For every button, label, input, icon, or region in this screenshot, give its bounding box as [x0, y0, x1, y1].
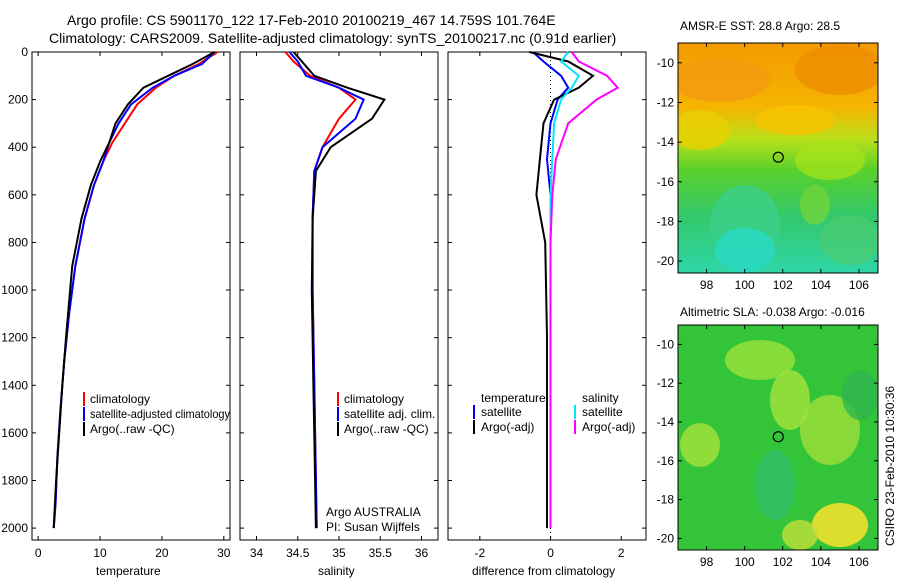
- y-tick-label: 400: [8, 140, 28, 154]
- x-tick-label: 0: [547, 546, 554, 560]
- legend-climatology: climatology: [344, 392, 404, 406]
- argo-position-marker: [772, 431, 784, 443]
- sla-map-frame: [677, 324, 879, 551]
- legend-temp-satellite: satellite: [481, 405, 522, 419]
- salinity-legend: climatology satellite adj. clim. Argo(..…: [337, 392, 435, 436]
- lat-tick-label: -18: [657, 214, 675, 228]
- lat-tick-label: -20: [657, 531, 675, 545]
- series-line: [549, 51, 581, 529]
- lon-tick-label: 106: [849, 278, 869, 292]
- sst-map-image: [678, 43, 878, 273]
- lat-tick-label: -12: [657, 95, 675, 109]
- y-tick-label: 800: [8, 235, 28, 249]
- lat-tick-label: -10: [657, 337, 675, 351]
- x-tick-label: 30: [217, 546, 231, 560]
- y-tick-label: 1200: [1, 331, 28, 345]
- lat-tick-label: -14: [657, 415, 675, 429]
- lat-tick-label: -16: [657, 454, 675, 468]
- salinity-panel: [239, 51, 439, 541]
- header-line1: Argo profile: CS 5901170_122 17-Feb-2010…: [67, 12, 556, 28]
- y-tick-label: 1400: [1, 378, 28, 392]
- x-tick-label: 35: [332, 546, 346, 560]
- x-tick-label: 34.5: [286, 546, 310, 560]
- legend-satellite-adj: satellite adj. clim.: [344, 407, 435, 421]
- legend-argo: Argo(..raw -QC): [344, 422, 429, 436]
- legend-climatology: climatology: [90, 392, 150, 406]
- csiro-stamp: CSIRO 23-Feb-2010 10:30:36: [883, 386, 897, 546]
- argo-pi-note: PI: Susan Wijffels: [326, 520, 420, 534]
- legend-satellite-adjusted: satellite-adjusted climatology: [90, 407, 230, 421]
- series-line: [288, 51, 365, 529]
- x-tick-label: 2: [618, 546, 625, 560]
- series-line: [529, 51, 595, 529]
- lon-tick-label: 106: [849, 555, 869, 569]
- legend-sal-argo: Argo(-adj): [582, 420, 635, 434]
- header-line2: Climatology: CARS2009. Satellite-adjuste…: [49, 30, 616, 46]
- series-line: [292, 51, 386, 529]
- legend-temp-argo: Argo(-adj): [481, 420, 534, 434]
- x-tick-label: 10: [93, 546, 107, 560]
- difference-xlabel: difference from climatology: [472, 564, 615, 578]
- series-line: [52, 51, 219, 529]
- sst-title: AMSR-E SST: 28.8 Argo: 28.5: [680, 19, 840, 33]
- sst-map-frame: [677, 42, 879, 274]
- lat-tick-label: -14: [657, 135, 675, 149]
- sst-axes: -10 -12 -14 -16 -18 -20 98 100 102 104 106: [657, 43, 878, 292]
- legend-salinity-title: salinity: [582, 391, 619, 405]
- temperature-chart: 0 200 400 600 800 1000 1200 1400 1600 1800 2000 0 10…: [1, 45, 231, 560]
- lat-tick-label: -18: [657, 493, 675, 507]
- y-tick-label: 1800: [1, 473, 28, 487]
- series-line: [52, 51, 215, 529]
- x-tick-label: 35.5: [369, 546, 393, 560]
- x-tick-label: 34: [250, 546, 264, 560]
- series-line: [52, 51, 216, 529]
- x-tick-label: 0: [35, 546, 42, 560]
- sla-map-image: [678, 325, 878, 550]
- y-tick-label: 1600: [1, 426, 28, 440]
- temperature-panel: [31, 51, 231, 541]
- y-tick-label: 600: [8, 188, 28, 202]
- lon-tick-label: 100: [735, 278, 755, 292]
- lon-tick-label: 102: [773, 555, 793, 569]
- difference-panel: [447, 51, 647, 541]
- difference-legend: temperature satellite Argo(-adj) salinit…: [473, 391, 635, 434]
- series-line: [284, 51, 357, 529]
- lon-tick-label: 98: [700, 555, 714, 569]
- salinity-chart: 34 34.5 35 35.5 36: [240, 51, 438, 560]
- lat-tick-label: -20: [657, 254, 675, 268]
- lat-tick-label: -12: [657, 376, 675, 390]
- legend-temperature-title: temperature: [481, 391, 546, 405]
- lon-tick-label: 98: [700, 278, 714, 292]
- series-line: [549, 51, 620, 529]
- sla-axes: -10 -12 -14 -16 -18 -20 98 100 102 104 106: [657, 325, 878, 569]
- x-tick-label: 20: [155, 546, 169, 560]
- lon-tick-label: 102: [773, 278, 793, 292]
- y-tick-label: 1000: [1, 283, 28, 297]
- temperature-xlabel: temperature: [96, 564, 161, 578]
- salinity-xlabel: salinity: [318, 564, 355, 578]
- lat-tick-label: -16: [657, 175, 675, 189]
- lon-tick-label: 104: [811, 278, 831, 292]
- y-tick-label: 0: [21, 45, 28, 59]
- lon-tick-label: 100: [735, 555, 755, 569]
- difference-chart: -2 0 2: [448, 51, 646, 560]
- argo-position-marker: [772, 151, 784, 163]
- sla-title: Altimetric SLA: -0.038 Argo: -0.016: [680, 305, 865, 319]
- lat-tick-label: -10: [657, 56, 675, 70]
- argo-country-note: Argo AUSTRALIA: [326, 505, 421, 519]
- x-tick-label: -2: [474, 546, 485, 560]
- lon-tick-label: 104: [811, 555, 831, 569]
- legend-sal-satellite: satellite: [582, 405, 623, 419]
- temperature-legend: climatology satellite-adjusted climatolo…: [83, 392, 230, 436]
- y-tick-label: 2000: [1, 521, 28, 535]
- x-tick-label: 36: [415, 546, 429, 560]
- legend-argo: Argo(..raw -QC): [90, 422, 175, 436]
- y-tick-label: 200: [8, 93, 28, 107]
